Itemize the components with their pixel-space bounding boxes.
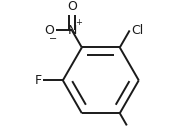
Text: N: N [67, 24, 77, 37]
Text: +: + [75, 18, 82, 27]
Text: F: F [34, 74, 42, 87]
Text: O: O [67, 0, 77, 13]
Text: O: O [44, 24, 54, 37]
Text: −: − [49, 34, 57, 44]
Text: Cl: Cl [131, 24, 143, 37]
